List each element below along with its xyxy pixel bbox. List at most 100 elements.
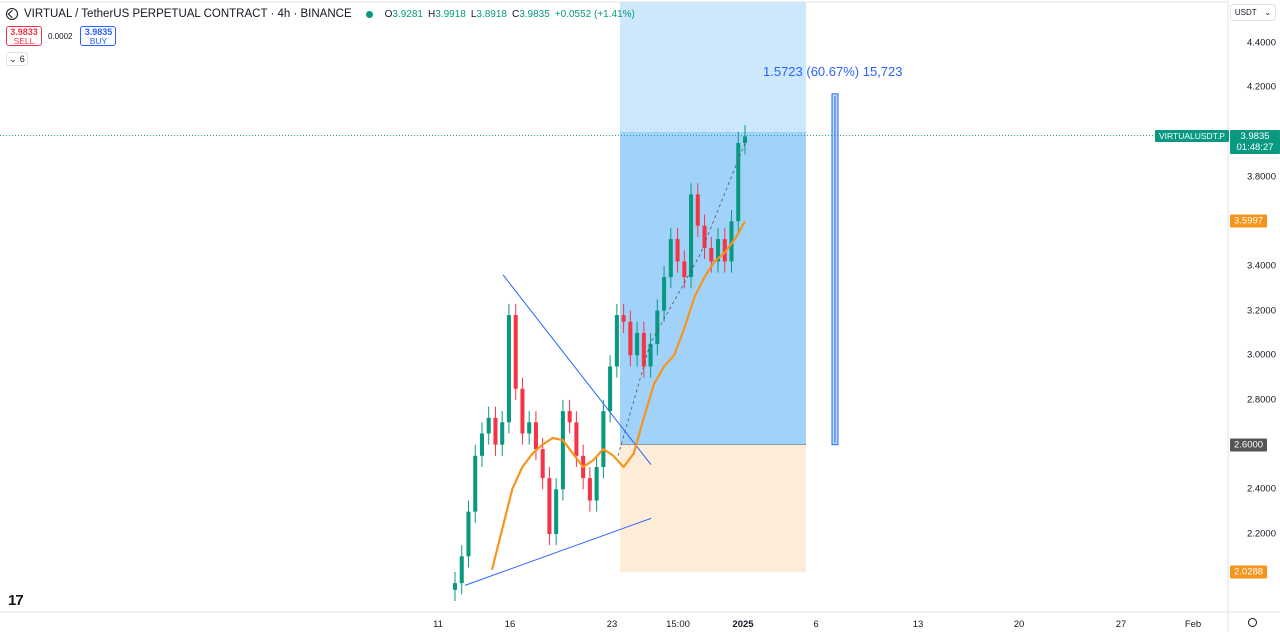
y-tick-label: 2.4000 bbox=[1246, 483, 1276, 495]
sell-price: 3.9833 bbox=[10, 27, 38, 37]
buy-button[interactable]: 3.9835 BUY bbox=[80, 26, 117, 46]
candle bbox=[601, 411, 606, 467]
candle bbox=[466, 511, 471, 557]
ohlc-legend: O3.9281 H3.9918 L3.8918 C3.9835 +0.0552 … bbox=[385, 9, 635, 20]
candle bbox=[648, 344, 653, 367]
x-tick-label: 13 bbox=[912, 619, 924, 630]
candle bbox=[709, 248, 714, 262]
candle bbox=[614, 315, 619, 367]
x-tick-label: 15:00 bbox=[666, 619, 690, 630]
stop-zone bbox=[620, 444, 806, 573]
chevron-down-icon: ⌄ bbox=[9, 53, 17, 64]
candle bbox=[560, 411, 565, 490]
symbol-price-label: VIRTUALUSDT.P bbox=[1155, 129, 1229, 142]
x-tick-label: 16 bbox=[504, 619, 516, 630]
resistance-trendline bbox=[502, 274, 652, 466]
ohlc-high-value: 3.9918 bbox=[435, 8, 466, 20]
currency-select[interactable]: USDT ⌄ bbox=[1230, 4, 1276, 21]
candle bbox=[702, 225, 707, 249]
last-price-value: 3.9835 bbox=[1240, 130, 1270, 142]
trade-panel: 3.9833 SELL 0.0002 3.9835 BUY bbox=[6, 26, 117, 46]
buy-price: 3.9835 bbox=[84, 27, 113, 37]
candle bbox=[452, 583, 458, 590]
candle bbox=[736, 143, 741, 222]
candle bbox=[635, 332, 640, 356]
candle bbox=[540, 449, 545, 479]
x-tick-label: 6 bbox=[813, 619, 819, 630]
candle bbox=[594, 466, 599, 501]
candle bbox=[554, 489, 559, 534]
candle bbox=[655, 310, 660, 345]
sell-label: SELL bbox=[13, 36, 35, 46]
ohlc-low-value: 3.8918 bbox=[476, 8, 507, 20]
x-tick-label: 20 bbox=[1013, 619, 1025, 630]
x-tick-label: Feb bbox=[1184, 619, 1202, 630]
market-open-icon bbox=[365, 10, 373, 18]
candle bbox=[742, 136, 748, 144]
ohlc-open-key: O bbox=[384, 8, 393, 20]
last-price-label: 3.9835 01:48:27 bbox=[1230, 129, 1280, 154]
x-tick-label: 11 bbox=[433, 619, 443, 630]
candle bbox=[729, 221, 734, 262]
candle bbox=[675, 239, 680, 262]
candle bbox=[479, 433, 484, 456]
y-tick-label: 3.2000 bbox=[1246, 305, 1276, 317]
spread-value: 0.0002 bbox=[48, 31, 73, 41]
target-zone-upper bbox=[620, 2, 806, 132]
target-zone bbox=[620, 131, 806, 445]
candle bbox=[520, 388, 525, 434]
symbol-title[interactable]: VIRTUAL / TetherUS PERPETUAL CONTRACT · … bbox=[24, 8, 352, 20]
y-tick-label: 3.4000 bbox=[1246, 260, 1276, 272]
candle bbox=[574, 422, 579, 456]
candle bbox=[547, 478, 552, 534]
chart-header: VIRTUAL / TetherUS PERPETUAL CONTRACT · … bbox=[6, 6, 635, 22]
y-tick-label: 3.8000 bbox=[1246, 171, 1276, 183]
indicators-count: 6 bbox=[19, 54, 25, 64]
candle bbox=[486, 417, 491, 434]
candle bbox=[513, 315, 518, 389]
tradingview-logo[interactable]: 17 bbox=[8, 592, 24, 609]
x-tick-label: 27 bbox=[1115, 619, 1127, 630]
candle bbox=[493, 417, 498, 445]
indicators-toggle[interactable]: ⌄ 6 bbox=[6, 52, 28, 66]
ohlc-high-key: H bbox=[428, 8, 436, 20]
support-trendline bbox=[464, 517, 652, 586]
y-tick-label: 4.4000 bbox=[1246, 37, 1276, 48]
buy-label: BUY bbox=[89, 36, 108, 46]
ohlc-low-key: L bbox=[470, 8, 477, 20]
entry-price-label: 2.6000 bbox=[1230, 438, 1268, 452]
y-tick-label: 4.2000 bbox=[1246, 81, 1276, 93]
candle bbox=[621, 315, 626, 322]
moving-average-line bbox=[490, 220, 746, 571]
measure-readout: 1.5723 (60.67%) 15,723 bbox=[763, 64, 903, 79]
candle bbox=[722, 239, 727, 262]
candle bbox=[500, 422, 505, 445]
candle bbox=[567, 411, 572, 423]
sell-button[interactable]: 3.9833 SELL bbox=[6, 26, 42, 46]
stop-price-label: 2.0288 bbox=[1230, 565, 1268, 579]
candle bbox=[662, 277, 667, 311]
candle bbox=[533, 422, 538, 450]
x-tick-label: 2025 bbox=[732, 619, 754, 630]
y-tick-label: 2.8000 bbox=[1246, 394, 1276, 406]
y-tick-label: 2.2000 bbox=[1246, 528, 1276, 540]
candle bbox=[668, 239, 673, 278]
candle bbox=[689, 194, 694, 278]
gear-icon[interactable] bbox=[1248, 618, 1257, 627]
bar-countdown: 01:48:27 bbox=[1236, 141, 1274, 153]
ohlc-open-value: 3.9281 bbox=[392, 8, 423, 20]
candle bbox=[473, 455, 478, 512]
candle bbox=[527, 422, 532, 434]
candle bbox=[682, 261, 687, 278]
ohlc-close-value: 3.9835 bbox=[519, 8, 550, 20]
candle bbox=[716, 239, 721, 262]
currency-value: USDT bbox=[1234, 8, 1257, 17]
ohlc-change-value: +0.0552 (+1.41%) bbox=[554, 8, 635, 20]
candle bbox=[506, 315, 511, 423]
y-tick-label: 3.0000 bbox=[1246, 349, 1276, 361]
candle bbox=[628, 321, 633, 356]
symbol-logo-icon bbox=[6, 8, 18, 20]
x-tick-label: 23 bbox=[606, 619, 618, 630]
candle bbox=[587, 478, 592, 501]
